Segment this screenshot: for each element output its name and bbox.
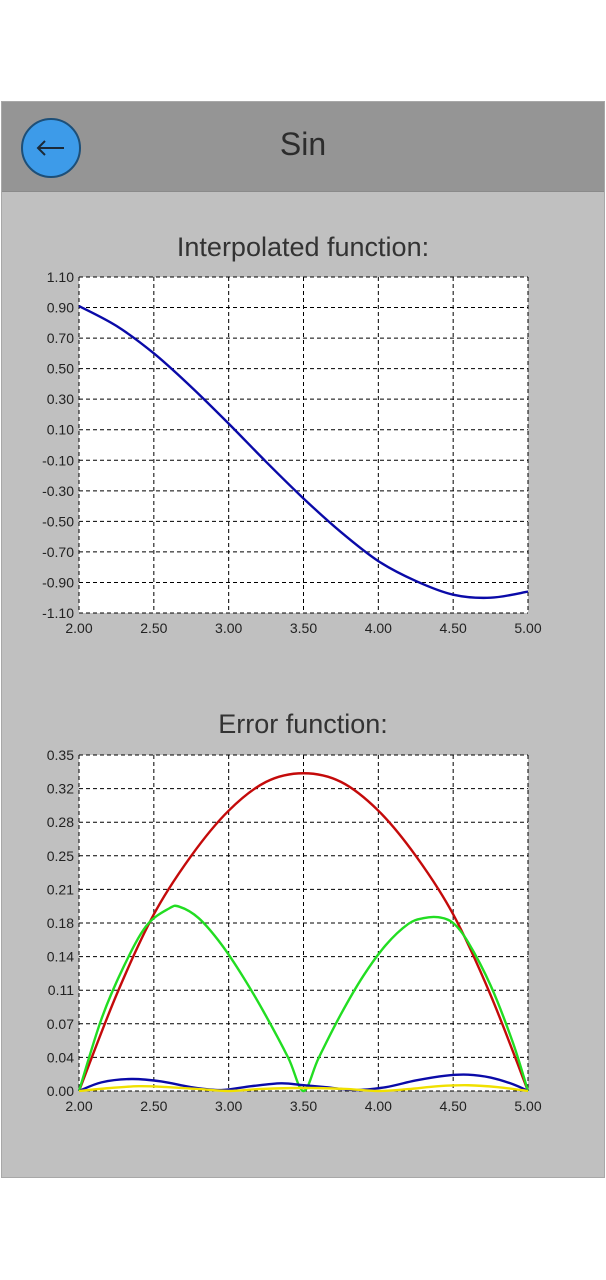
y-tick-label: 0.30 xyxy=(47,391,74,407)
y-tick-label: 0.21 xyxy=(47,881,74,897)
y-tick-label: 0.10 xyxy=(47,422,74,438)
y-tick-label: 0.14 xyxy=(47,949,74,965)
series-line-1 xyxy=(77,904,530,1093)
header-bar: Sin xyxy=(2,102,604,192)
series-line-0 xyxy=(78,304,529,600)
x-tick-label: 3.00 xyxy=(215,1098,242,1114)
x-tick-label: 5.00 xyxy=(514,620,541,636)
x-tick-label: 4.50 xyxy=(440,1098,467,1114)
y-tick-label: -1.10 xyxy=(42,605,74,621)
y-tick-label: 0.07 xyxy=(47,1016,74,1032)
y-tick-label: 0.00 xyxy=(47,1083,74,1099)
app-panel: Sin Interpolated function: 2.00 2.50 3.00 3… xyxy=(1,101,605,1178)
x-tick-label: 4.00 xyxy=(365,1098,392,1114)
x-tick-label: 2.50 xyxy=(140,1098,167,1114)
x-tick-label: 2.50 xyxy=(140,620,167,636)
back-button[interactable] xyxy=(21,118,81,178)
x-tick-label: 4.50 xyxy=(440,620,467,636)
y-tick-label: 0.11 xyxy=(48,982,74,998)
error-chart: 2.00 2.50 3.00 3.50 4.00 4.50 5.00 0.35 0.32 0.28… xyxy=(47,747,542,1114)
x-tick-label: 3.50 xyxy=(290,620,317,636)
y-tick-label: 0.25 xyxy=(47,848,74,864)
y-tick-label: -0.90 xyxy=(42,574,74,590)
y-tick-label: -0.50 xyxy=(42,513,74,529)
x-tick-label: 5.00 xyxy=(514,1098,541,1114)
arrow-left-icon xyxy=(36,140,64,156)
series-line-0 xyxy=(77,772,530,1092)
series-line-3 xyxy=(78,1084,529,1093)
y-tick-label: 0.04 xyxy=(47,1049,74,1065)
y-tick-label: 0.28 xyxy=(47,814,74,830)
y-tick-label: -0.10 xyxy=(42,452,74,468)
y-tick-label: 0.35 xyxy=(47,747,74,763)
y-tick-label: 0.50 xyxy=(47,361,74,377)
y-tick-label: 0.70 xyxy=(47,330,74,346)
error-chart-title: Error function: xyxy=(218,709,388,739)
y-tick-label: 0.18 xyxy=(47,915,74,931)
x-tick-label: 2.00 xyxy=(65,1098,92,1114)
y-tick-label: 1.10 xyxy=(47,269,74,285)
interpolated-chart-title: Interpolated function: xyxy=(176,232,430,262)
y-tick-label: 0.32 xyxy=(47,781,74,797)
page-title: Sin xyxy=(279,126,327,162)
y-tick-label: -0.30 xyxy=(42,483,74,499)
y-tick-label: -0.70 xyxy=(42,544,74,560)
x-tick-label: 4.00 xyxy=(365,620,392,636)
y-tick-label: 0.90 xyxy=(47,300,74,316)
interpolated-chart: 2.00 2.50 3.00 3.50 4.00 4.50 5.00 1.10 0.90 0.70… xyxy=(42,269,542,636)
x-tick-label: 2.00 xyxy=(65,620,92,636)
series-line-2 xyxy=(78,1073,529,1093)
x-tick-label: 3.50 xyxy=(290,1098,317,1114)
x-tick-label: 3.00 xyxy=(215,620,242,636)
